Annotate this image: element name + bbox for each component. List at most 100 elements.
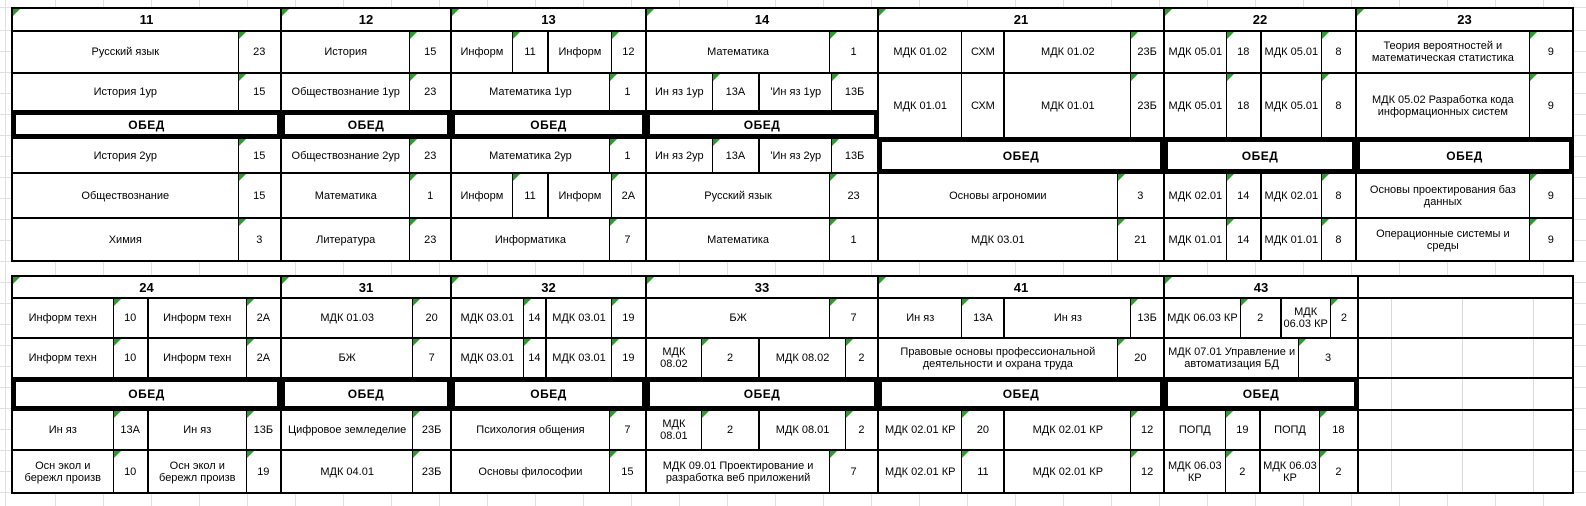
lunch-cell[interactable]: ОБЕД <box>1165 139 1355 172</box>
room-cell[interactable]: 1 <box>409 174 450 217</box>
subject-cell[interactable]: Русский язык <box>13 32 238 72</box>
subject-cell[interactable]: 'Ин яз 2ур <box>758 139 831 172</box>
subject-cell[interactable]: Правовые основы профессиональной деятель… <box>879 339 1117 377</box>
subject-cell[interactable]: История 2ур <box>13 139 238 172</box>
lunch-cell[interactable]: ОБЕД <box>1165 379 1357 409</box>
room-cell[interactable]: 1 <box>608 139 645 172</box>
subject-cell[interactable]: МДК 05.01 <box>1259 32 1321 72</box>
subject-cell[interactable]: МДК 01.01 <box>1165 219 1226 260</box>
subject-cell[interactable]: БЖ <box>282 339 412 377</box>
room-cell[interactable]: 2 <box>700 339 759 377</box>
subject-cell[interactable]: Ин яз <box>146 411 246 449</box>
room-cell[interactable]: 2 <box>700 411 759 449</box>
subject-cell[interactable]: Математика <box>647 32 829 72</box>
subject-cell[interactable]: МДК 01.02 <box>879 32 961 72</box>
room-cell[interactable]: 8 <box>1320 74 1355 137</box>
subject-cell[interactable]: Математика 1ур <box>452 74 609 110</box>
group-header[interactable] <box>1359 277 1572 299</box>
subject-cell[interactable]: История <box>282 32 409 72</box>
subject-cell[interactable]: МДК 06.03 КР <box>1165 299 1240 337</box>
group-header[interactable]: 33 <box>647 277 877 299</box>
subject-cell[interactable]: ПОПД <box>1259 411 1319 449</box>
subject-cell[interactable]: МДК 02.01 <box>1165 174 1226 217</box>
room-cell[interactable]: 14 <box>522 339 546 377</box>
empty-row[interactable] <box>1359 299 1572 339</box>
subject-cell[interactable]: Ин яз <box>879 299 961 337</box>
room-cell[interactable]: 15 <box>237 174 280 217</box>
room-cell[interactable]: 7 <box>608 219 645 260</box>
room-cell[interactable]: 18 <box>1318 411 1357 449</box>
room-cell[interactable]: 20 <box>961 411 1003 449</box>
subject-cell[interactable]: МДК 02.01 КР <box>1003 411 1130 449</box>
subject-cell[interactable]: МДК 02.01 КР <box>1003 451 1130 492</box>
subject-cell[interactable]: Ин яз 2ур <box>647 139 712 172</box>
subject-cell[interactable]: Информ <box>452 174 512 217</box>
room-cell[interactable]: 14 <box>1225 219 1260 260</box>
room-cell[interactable]: 23Б <box>412 411 450 449</box>
room-cell[interactable]: 7 <box>412 339 450 377</box>
room-cell[interactable]: 1 <box>829 32 877 72</box>
lunch-cell[interactable]: ОБЕД <box>647 379 877 409</box>
room-cell[interactable]: 14 <box>522 299 546 337</box>
empty-row[interactable] <box>1359 339 1572 379</box>
room-cell[interactable]: 21 <box>1116 219 1163 260</box>
room-cell[interactable]: 9 <box>1528 74 1572 137</box>
room-cell[interactable]: 9 <box>1528 219 1572 260</box>
subject-cell[interactable]: МДК 02.01 КР <box>879 451 961 492</box>
subject-cell[interactable]: СХМ <box>961 74 1003 137</box>
room-cell[interactable]: 10 <box>112 299 147 337</box>
room-cell[interactable]: 23 <box>409 139 450 172</box>
subject-cell[interactable]: ПОПД <box>1165 411 1225 449</box>
room-cell[interactable]: 23 <box>409 74 450 110</box>
group-header[interactable]: 13 <box>452 9 645 32</box>
subject-cell[interactable]: БЖ <box>647 299 829 337</box>
group-header[interactable]: 14 <box>647 9 877 32</box>
subject-cell[interactable]: Основы философии <box>452 451 609 492</box>
subject-cell[interactable]: МДК 01.01 <box>879 74 961 137</box>
room-cell[interactable]: 13Б <box>245 411 280 449</box>
subject-cell[interactable]: МДК 03.01 <box>545 339 610 377</box>
room-cell[interactable]: 10 <box>112 339 147 377</box>
subject-cell[interactable]: Информ техн <box>146 339 246 377</box>
room-cell[interactable]: 2 <box>1239 299 1280 337</box>
subject-cell[interactable]: МДК 03.01 <box>452 299 523 337</box>
room-cell[interactable]: 1 <box>829 219 877 260</box>
group-header[interactable]: 24 <box>13 277 280 299</box>
room-cell[interactable]: 3 <box>237 219 280 260</box>
subject-cell[interactable]: МДК 01.03 <box>282 299 412 337</box>
lunch-cell[interactable]: ОБЕД <box>13 112 280 137</box>
room-cell[interactable]: 7 <box>829 451 877 492</box>
lunch-cell[interactable]: ОБЕД <box>282 112 450 137</box>
room-cell[interactable]: 12 <box>1130 411 1163 449</box>
subject-cell[interactable]: МДК 01.01 <box>1003 74 1130 137</box>
room-cell[interactable]: 1 <box>608 74 645 110</box>
room-cell[interactable]: 20 <box>1116 339 1163 377</box>
room-cell[interactable]: 2 <box>844 339 877 377</box>
group-header[interactable]: 22 <box>1165 9 1355 32</box>
subject-cell[interactable]: МДК 01.01 <box>1259 219 1321 260</box>
room-cell[interactable]: 3 <box>1298 339 1357 377</box>
group-header[interactable]: 11 <box>13 9 280 32</box>
room-cell[interactable]: 10 <box>112 451 147 492</box>
subject-cell[interactable]: МДК 05.01 <box>1165 74 1226 137</box>
subject-cell[interactable]: История 1ур <box>13 74 238 110</box>
subject-cell[interactable]: Обществознание <box>13 174 238 217</box>
lunch-cell[interactable]: ОБЕД <box>452 379 645 409</box>
room-cell[interactable]: 13А <box>961 299 1003 337</box>
subject-cell[interactable]: МДК 06.03 КР <box>1279 299 1330 337</box>
room-cell[interactable]: 23Б <box>1130 32 1163 72</box>
empty-row[interactable] <box>1359 411 1572 451</box>
group-header[interactable]: 21 <box>879 9 1163 32</box>
room-cell[interactable]: 15 <box>237 74 280 110</box>
subject-cell[interactable]: Обществознание 2ур <box>282 139 409 172</box>
subject-cell[interactable]: СХМ <box>961 32 1003 72</box>
room-cell[interactable]: 8 <box>1320 174 1355 217</box>
subject-cell[interactable]: Математика 2ур <box>452 139 609 172</box>
subject-cell[interactable]: Психология общения <box>452 411 609 449</box>
subject-cell[interactable]: МДК 04.01 <box>282 451 412 492</box>
subject-cell[interactable]: Обществознание 1ур <box>282 74 409 110</box>
subject-cell[interactable]: МДК 08.02 <box>647 339 701 377</box>
subject-cell[interactable]: Осн экол и бережл произв <box>146 451 246 492</box>
room-cell[interactable]: 8 <box>1320 32 1355 72</box>
room-cell[interactable]: 8 <box>1320 219 1355 260</box>
